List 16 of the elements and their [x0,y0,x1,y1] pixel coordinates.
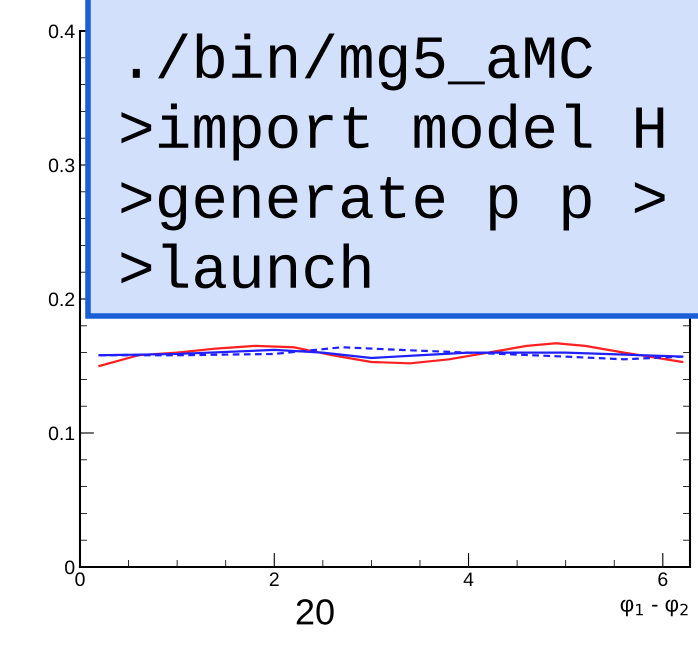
y-tick-label: 0 [65,560,74,574]
line-series [98,342,684,368]
x-tick-label: 0 [75,572,85,586]
y-tick-label: 0.4 [48,24,75,38]
annotation: >generate p p > [121,177,665,230]
annotation: >launch [121,244,370,288]
x-axis-title: φ$_{1}$ - φ$_{2}$ [620,600,688,616]
y-tick-label: 0.3 [48,158,74,172]
x-tick-label: 4 [464,572,474,586]
text: 20 [296,599,334,625]
annotation: ./bin/mg5_aMC [132,34,592,90]
y-tick-label: 0.2 [48,292,74,306]
y-tick-label: 0.1 [48,426,74,440]
x-tick-label: 2 [270,572,279,586]
x-tick-label: 6 [658,572,668,586]
annotation: >import model H [121,104,664,160]
